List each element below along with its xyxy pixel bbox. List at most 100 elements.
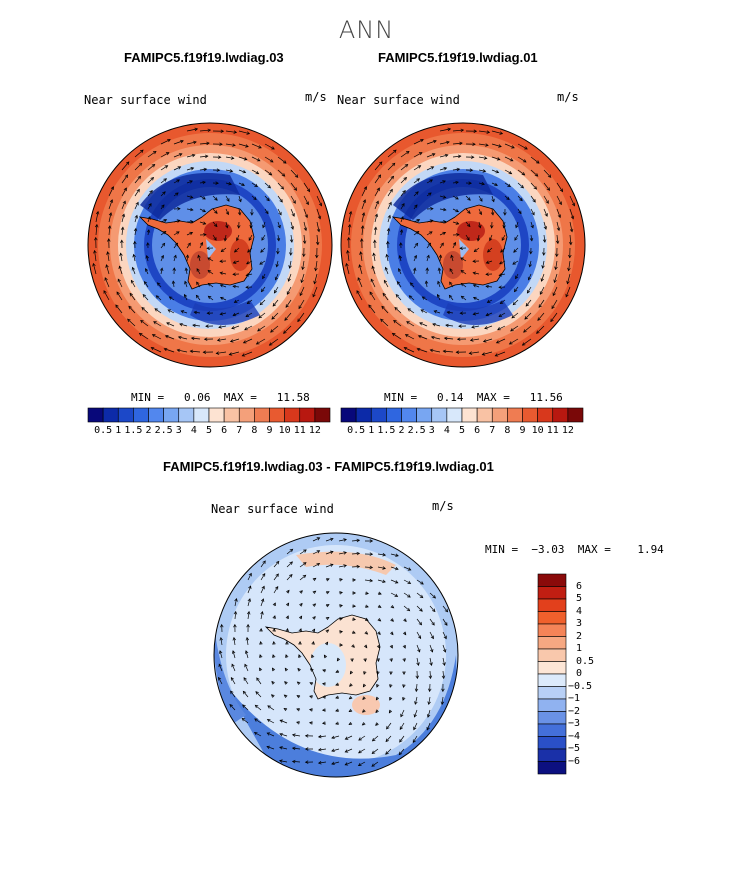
panel-2-colorbar-swatch: [446, 407, 463, 423]
panel-1-colorbar-swatch: [254, 407, 270, 423]
diff-colorbar-label: −2: [568, 705, 581, 717]
panel-1-polar-map: [87, 122, 333, 368]
panel-2-colorbar-label: 7: [489, 425, 496, 436]
panel-2-colorbar-swatch: [461, 407, 478, 423]
diff-colorbar-label: 0: [576, 668, 583, 679]
panel-1-colorbar-swatch: [238, 407, 255, 423]
diff-colorbar-swatch: [537, 748, 567, 762]
diff-colorbar-swatch: [537, 686, 567, 700]
panel-1-colorbar-label: 5: [205, 425, 213, 436]
panel-2-colorbar-label: 9: [519, 425, 526, 436]
panel-2-colorbar-swatch: [552, 407, 569, 423]
panel-2-colorbar-label: 11: [546, 425, 559, 436]
diff-variable: Near surface wind: [211, 502, 334, 516]
panel-1-units: m/s: [305, 90, 327, 104]
panel-2-colorbar-swatch: [491, 407, 508, 423]
panel-1-colorbar-swatch: [148, 407, 164, 423]
diff-units: m/s: [432, 499, 454, 513]
panel-1-colorbar-swatch: [87, 407, 104, 423]
diff-colorbar-swatch: [537, 736, 567, 750]
diff-colorbar-label: 2: [576, 630, 583, 642]
panel-2-colorbar: [340, 407, 584, 423]
diff-colorbar-label: 6: [576, 580, 583, 592]
panel-1-colorbar-label: 10: [278, 425, 291, 436]
panel-2-colorbar-label: 1: [368, 425, 375, 436]
diff-colorbar-label: 3: [576, 618, 583, 629]
panel-2-colorbar-swatch: [476, 407, 493, 423]
diff-colorbar-label: 5: [576, 593, 583, 604]
panel-1-colorbar: [87, 407, 331, 423]
diff-colorbar-swatch: [537, 623, 567, 637]
panel-2-variable: Near surface wind: [337, 93, 460, 107]
diff-colorbar-label: −4: [568, 730, 581, 742]
diff-colorbar-label: 1: [576, 643, 583, 654]
panel-1-colorbar-label: 9: [266, 425, 273, 436]
panel-2-colorbar-swatch: [370, 407, 387, 423]
diff-colorbar-swatch: [537, 673, 567, 687]
diff-colorbar-swatch: [537, 598, 567, 612]
panel-2-colorbar-label: 12: [561, 425, 574, 436]
panel-1-colorbar-swatch: [133, 407, 149, 423]
panel-1-colorbar-label: 3: [175, 425, 182, 436]
panel-2-colorbar-label: 2: [398, 425, 405, 436]
diff-colorbar-swatch: [537, 711, 567, 725]
diff-colorbar-labels: 6 5 4 3 2 1 0.5 0 −0.5 −1 −2 −3 −4 −5 −6: [568, 574, 620, 774]
panel-1-colorbar-label: 8: [251, 425, 258, 436]
panel-1-colorbar-swatch: [314, 407, 331, 423]
diff-colorbar-swatch: [537, 661, 567, 675]
diff-colorbar-label: 0.5: [576, 655, 595, 667]
diff-colorbar: [537, 573, 567, 775]
panel-2-polar-map: [340, 122, 586, 368]
panel-1-stats: MIN = 0.06 MAX = 11.58: [131, 391, 310, 404]
diff-colorbar-swatch: [537, 636, 567, 650]
diff-polar-map: [213, 532, 459, 778]
panel-2-colorbar-swatch: [416, 407, 433, 423]
season-title: ANN: [338, 16, 395, 44]
panel-1-colorbar-label: 11: [293, 425, 306, 436]
panel-2-colorbar-label: 8: [504, 425, 511, 436]
diff-title: FAMIPC5.f19f19.lwdiag.03 - FAMIPC5.f19f1…: [163, 459, 494, 474]
diff-colorbar-swatch: [537, 611, 567, 625]
diff-colorbar-label: −3: [568, 718, 581, 729]
panel-1-variable: Near surface wind: [84, 93, 207, 107]
panel-1-colorbar-label: 6: [221, 425, 228, 436]
panel-2-colorbar-swatch: [537, 407, 554, 423]
diff-colorbar-label: −6: [568, 755, 581, 767]
panel-1-colorbar-label: 7: [236, 425, 243, 436]
panel-1-colorbar-swatch: [178, 407, 195, 423]
diff-colorbar-swatch: [537, 723, 567, 737]
panel-1-title: FAMIPC5.f19f19.lwdiag.03: [124, 50, 284, 65]
panel-2-colorbar-swatch: [431, 407, 448, 423]
panel-2-colorbar-label: 4: [443, 425, 450, 436]
panel-2-units: m/s: [557, 90, 579, 104]
diff-colorbar-swatch: [537, 648, 567, 662]
panel-1-colorbar-swatch: [299, 407, 316, 423]
panel-1-colorbar-label: 2.5: [154, 425, 173, 436]
panel-2-colorbar-label: 10: [531, 425, 544, 436]
panel-2-colorbar-labels: 0.5 1 1.5 2 2.5 3 4 5 6 7 8 9 10 11 12: [341, 425, 583, 439]
panel-1-colorbar-swatch: [269, 407, 285, 423]
diff-colorbar-swatch: [537, 761, 567, 775]
diff-stats: MIN = −3.03 MAX = 1.94: [485, 543, 664, 556]
diff-colorbar-swatch: [537, 586, 567, 600]
panel-2-colorbar-swatch: [507, 407, 523, 423]
panel-2-colorbar-swatch: [355, 407, 372, 423]
diff-colorbar-label: −0.5: [568, 680, 593, 692]
panel-1-colorbar-swatch: [223, 407, 240, 423]
panel-2-stats: MIN = 0.14 MAX = 11.56: [384, 391, 563, 404]
panel-1-colorbar-swatch: [208, 407, 225, 423]
diff-colorbar-label: −1: [568, 693, 581, 704]
panel-1-colorbar-swatch: [163, 407, 180, 423]
panel-1-colorbar-swatch: [193, 407, 210, 423]
panel-2-colorbar-label: 2.5: [407, 425, 426, 436]
panel-2-colorbar-swatch: [567, 407, 584, 423]
panel-2-colorbar-swatch: [386, 407, 402, 423]
diff-colorbar-label: −5: [568, 743, 581, 754]
panel-2-colorbar-label: 0.5: [347, 425, 366, 436]
panel-2-colorbar-label: 1.5: [377, 425, 396, 436]
diff-colorbar-swatch: [537, 573, 567, 587]
panel-2-colorbar-label: 3: [428, 425, 435, 436]
panel-2-title: FAMIPC5.f19f19.lwdiag.01: [378, 50, 538, 65]
panel-1-colorbar-label: 4: [190, 425, 197, 436]
panel-2-colorbar-swatch: [401, 407, 417, 423]
